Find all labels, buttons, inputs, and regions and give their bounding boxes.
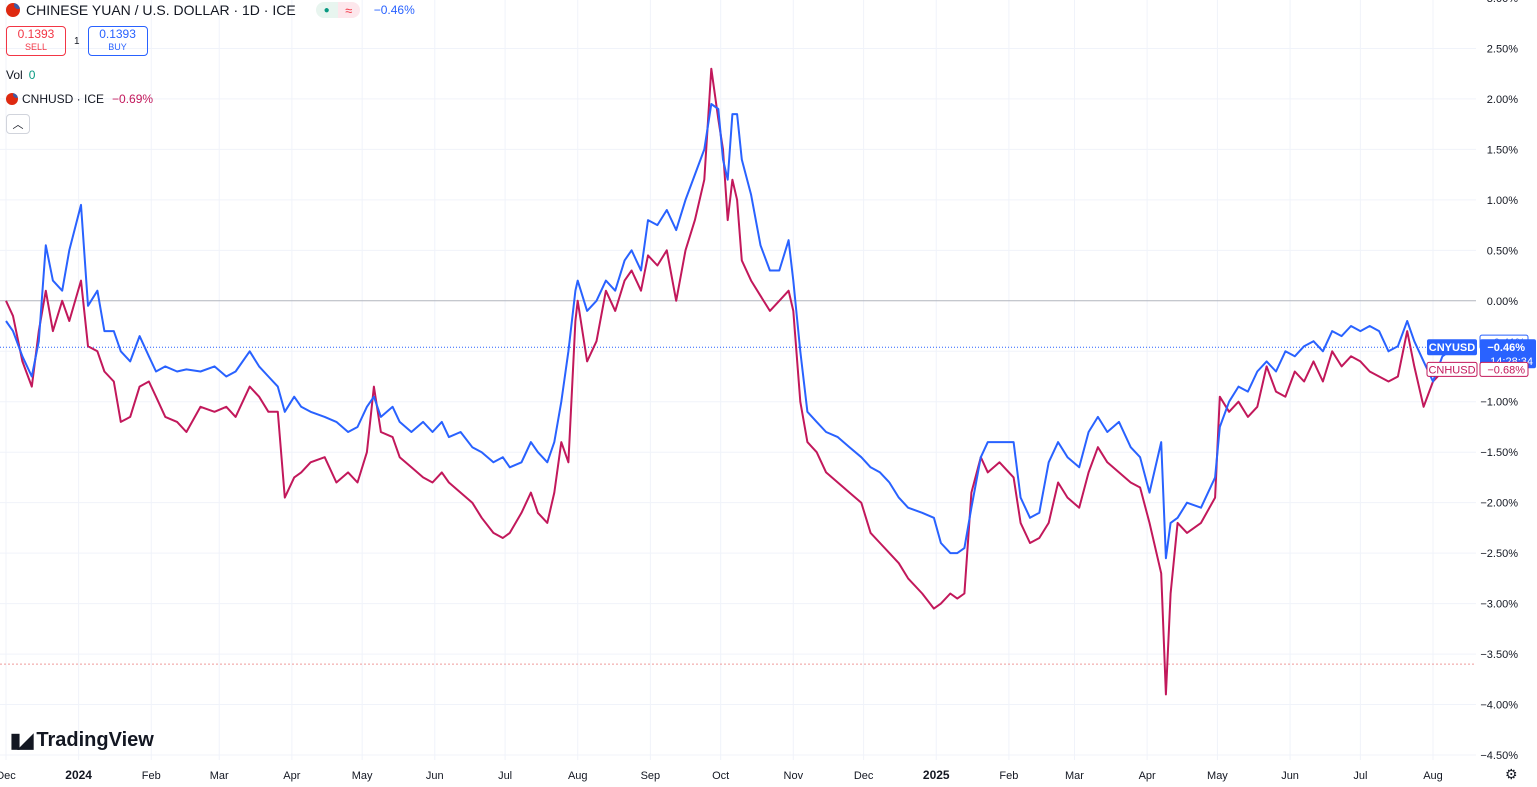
buy-price: 0.1393: [99, 27, 136, 41]
buy-button[interactable]: 0.1393 BUY: [87, 26, 148, 56]
cnhusd-name-box: [1426, 361, 1478, 377]
compare-legend[interactable]: CNHUSD · ICE −0.69%: [6, 92, 153, 106]
y-axis[interactable]: 3.00%2.50%2.00%1.50%1.00%0.50%0.00%−0.50…: [1480, 0, 1518, 762]
symbol-change: −0.46%: [373, 3, 415, 17]
y-tick-label: 3.00%: [1487, 0, 1518, 5]
x-tick-label: Jun: [426, 770, 444, 782]
x-tick-label: Mar: [210, 770, 229, 782]
x-tick-label: May: [352, 770, 373, 782]
compare-symbol: CNHUSD · ICE: [22, 92, 105, 106]
market-open-dot-icon: ●: [315, 2, 338, 18]
volume-label: Vol: [6, 68, 23, 82]
x-tick-label: Aug: [1423, 770, 1443, 782]
y-tick-label: −3.00%: [1480, 599, 1518, 611]
sell-button[interactable]: 0.1393 SELL: [6, 26, 66, 56]
order-quantity[interactable]: 1: [74, 35, 80, 47]
cnyusd-name-label: CNYUSD: [1429, 342, 1476, 354]
gear-icon[interactable]: ⚙: [1505, 766, 1518, 782]
x-tick-label: Jul: [1353, 770, 1367, 782]
series-lines: [5, 67, 1450, 696]
x-tick-label: Dec: [854, 770, 874, 782]
x-tick-label: Feb: [999, 770, 1018, 782]
x-tick-label: May: [1207, 770, 1228, 782]
y-tick-label: 0.50%: [1487, 245, 1518, 257]
compare-change: −0.69%: [112, 92, 154, 106]
buy-label: BUY: [108, 42, 127, 52]
y-tick-label: 2.00%: [1487, 94, 1518, 106]
x-tick-label: Apr: [283, 770, 300, 782]
x-tick-label: Jul: [498, 770, 512, 782]
x-tick-label: Feb: [142, 770, 161, 782]
china-flag-icon: [6, 3, 20, 17]
cnhusd-price-label: −0.68%: [1487, 364, 1525, 376]
series-line-cnhusd: [5, 67, 1450, 696]
x-tick-label: Mar: [1065, 770, 1084, 782]
volume-legend[interactable]: Vol 0: [6, 68, 35, 82]
series-price-labels: −0.41%CNYUSD−0.46%14:28:34CNHUSD−0.68%: [1426, 334, 1536, 377]
x-tick-label: Apr: [1139, 770, 1156, 782]
y-tick-label: 1.50%: [1487, 144, 1518, 156]
tradingview-logo-icon: ▮◢: [10, 730, 33, 752]
x-tick-label: Sep: [641, 770, 661, 782]
cnyusd-price-label: −0.46%: [1487, 342, 1525, 354]
y-tick-label: −4.00%: [1480, 700, 1518, 712]
x-tick-label: Aug: [568, 770, 588, 782]
x-tick-label: Dec: [0, 770, 16, 782]
x-axis[interactable]: Dec 2024 Feb Mar Apr May Jun Jul Aug Sep Oct Nov Dec…: [0, 768, 1443, 782]
x-tick-label: 2024: [65, 768, 92, 782]
collapse-legend-button[interactable]: ︿: [6, 114, 30, 134]
approx-icon: ≈: [337, 2, 360, 18]
status-pill[interactable]: ● ≈: [315, 2, 360, 18]
y-tick-label: −4.50%: [1480, 750, 1518, 762]
reference-lines: [0, 300, 1476, 665]
y-tick-label: −3.50%: [1480, 649, 1518, 661]
cnhusd-price-box: [1479, 361, 1529, 377]
y-tick-label: 2.50%: [1487, 43, 1518, 55]
sell-price: 0.1393: [17, 27, 55, 41]
y-tick-label: 0.00%: [1487, 296, 1518, 308]
sell-label: SELL: [24, 42, 48, 52]
x-tick-label: Nov: [784, 770, 804, 782]
chevron-up-icon: ︿: [12, 119, 24, 131]
x-tick-label: 2025: [923, 768, 950, 782]
logo-text: TradingView: [36, 729, 154, 751]
cnyusd-name-box: [1427, 339, 1477, 356]
y-tick-label: −1.00%: [1480, 397, 1518, 409]
china-flag-icon: [6, 93, 18, 105]
x-tick-label: Oct: [712, 770, 729, 782]
symbol-header[interactable]: CHINESE YUAN / U.S. DOLLAR · 1D · ICE ● …: [6, 1, 415, 19]
symbol-title[interactable]: CHINESE YUAN / U.S. DOLLAR · 1D · ICE: [26, 2, 296, 18]
trade-panel: 0.1393 SELL 1 0.1393 BUY: [6, 26, 148, 56]
cnyusd-price-box: [1480, 339, 1536, 369]
series-line-cnyusd: [5, 103, 1450, 560]
y-tick-label: −2.00%: [1480, 498, 1518, 510]
grid-lines: [0, 0, 1476, 760]
cnhusd-name-label: CNHUSD: [1428, 364, 1475, 376]
tradingview-logo[interactable]: ▮◢ TradingView: [10, 728, 154, 753]
y-tick-label: −2.50%: [1480, 548, 1518, 560]
x-tick-label: Jun: [1281, 770, 1299, 782]
volume-value: 0: [28, 68, 36, 82]
y-tick-label: −1.50%: [1480, 447, 1518, 459]
y-tick-label: 1.00%: [1487, 195, 1518, 207]
